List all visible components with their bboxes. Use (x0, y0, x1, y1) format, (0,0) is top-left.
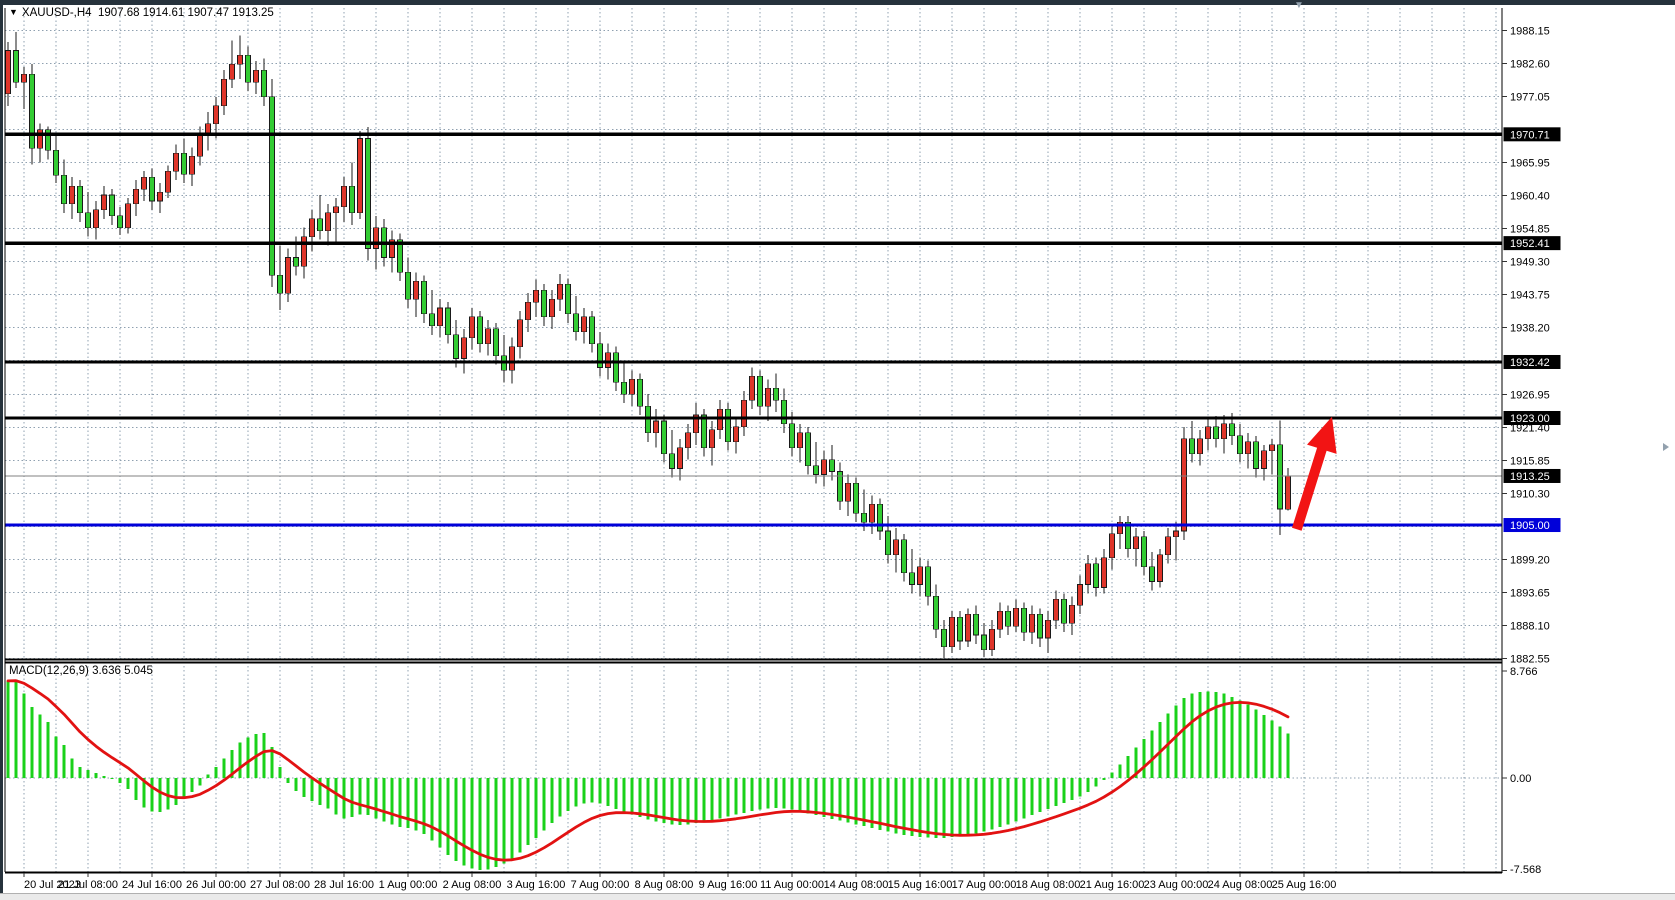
svg-text:1938.20: 1938.20 (1510, 323, 1550, 335)
svg-text:1899.20: 1899.20 (1510, 555, 1550, 567)
scroll-to-end-icon[interactable]: ▼ (1294, 0, 1304, 11)
macd-name: MACD(12,26,9) (9, 665, 89, 677)
svg-text:1923.00: 1923.00 (1510, 413, 1550, 425)
svg-text:2 Aug 08:00: 2 Aug 08:00 (443, 879, 502, 891)
macd-signal-value: 5.045 (124, 665, 153, 677)
svg-text:1982.60: 1982.60 (1510, 59, 1550, 71)
svg-text:25 Aug 16:00: 25 Aug 16:00 (1272, 879, 1337, 891)
svg-text:21 Aug 16:00: 21 Aug 16:00 (1080, 879, 1145, 891)
svg-text:23 Aug 00:00: 23 Aug 00:00 (1144, 879, 1209, 891)
svg-text:1970.71: 1970.71 (1510, 129, 1550, 141)
bullish-arrow-annotation[interactable] (1292, 416, 1337, 531)
svg-text:20 Jul 2023: 20 Jul 2023 (24, 879, 81, 891)
chart-title: XAUUSD-,H4 1907.68 1914.61 1907.47 1913.… (21, 7, 274, 19)
svg-text:21 Jul 08:00: 21 Jul 08:00 (58, 879, 118, 891)
symbol-dropdown-icon[interactable]: ▼ (9, 7, 18, 17)
svg-text:26 Jul 00:00: 26 Jul 00:00 (186, 879, 246, 891)
svg-text:15 Aug 16:00: 15 Aug 16:00 (888, 879, 953, 891)
chart-title-bar: ▼ XAUUSD-,H4 1907.68 1914.61 1907.47 1913… (9, 7, 274, 19)
macd-signal-line (6, 679, 1290, 862)
svg-text:1882.55: 1882.55 (1510, 654, 1550, 666)
svg-text:8 Aug 08:00: 8 Aug 08:00 (635, 879, 694, 891)
panel-borders (4, 8, 1503, 874)
window-top-border (0, 0, 1675, 5)
svg-text:1893.65: 1893.65 (1510, 588, 1550, 600)
svg-text:11 Aug 00:00: 11 Aug 00:00 (760, 879, 824, 891)
svg-text:9 Aug 16:00: 9 Aug 16:00 (699, 879, 758, 891)
candlestick-series (5, 32, 1291, 659)
window-bottom-strip (0, 893, 1675, 900)
svg-text:18 Aug 08:00: 18 Aug 08:00 (1016, 879, 1081, 891)
svg-text:1905.00: 1905.00 (1510, 520, 1550, 532)
macd-indicator-label: MACD(12,26,9) 3.636 5.045 (9, 665, 153, 677)
window-left-border (0, 0, 3, 893)
svg-text:1910.30: 1910.30 (1510, 489, 1550, 501)
svg-text:-7.568: -7.568 (1510, 864, 1541, 876)
svg-text:1949.30: 1949.30 (1510, 257, 1550, 269)
svg-text:24 Jul 16:00: 24 Jul 16:00 (122, 879, 182, 891)
svg-text:28 Jul 16:00: 28 Jul 16:00 (314, 879, 374, 891)
svg-text:1965.95: 1965.95 (1510, 158, 1550, 170)
macd-axis[interactable]: 8.766 0.00 -7.568 (1502, 666, 1541, 876)
macd-main-value: 3.636 (92, 665, 121, 677)
svg-text:3 Aug 16:00: 3 Aug 16:00 (507, 879, 566, 891)
svg-text:1977.05: 1977.05 (1510, 92, 1550, 104)
macd-histogram (6, 679, 1290, 871)
price-axis-marker-icon (1663, 443, 1669, 451)
svg-text:1952.41: 1952.41 (1510, 238, 1550, 250)
svg-text:1988.15: 1988.15 (1510, 26, 1550, 38)
svg-text:24 Aug 08:00: 24 Aug 08:00 (1208, 879, 1273, 891)
svg-text:27 Jul 08:00: 27 Jul 08:00 (250, 879, 310, 891)
svg-text:1 Aug 00:00: 1 Aug 00:00 (379, 879, 438, 891)
svg-text:1926.95: 1926.95 (1510, 390, 1550, 402)
svg-text:0.00: 0.00 (1510, 773, 1531, 785)
svg-text:1932.42: 1932.42 (1510, 357, 1550, 369)
svg-text:8.766: 8.766 (1510, 666, 1538, 678)
svg-text:1954.85: 1954.85 (1510, 224, 1550, 236)
svg-text:14 Aug 08:00: 14 Aug 08:00 (824, 879, 889, 891)
svg-text:1943.75: 1943.75 (1510, 290, 1550, 302)
svg-text:7 Aug 00:00: 7 Aug 00:00 (571, 879, 630, 891)
svg-text:17 Aug 00:00: 17 Aug 00:00 (952, 879, 1017, 891)
svg-text:1913.25: 1913.25 (1510, 471, 1550, 483)
price-axis[interactable]: 1988.15 1982.60 1977.05 1965.95 1960.40 1954.… (1502, 26, 1561, 666)
svg-text:1888.10: 1888.10 (1510, 621, 1550, 633)
grid-lines (5, 8, 1502, 872)
svg-text:1960.40: 1960.40 (1510, 191, 1550, 203)
svg-text:1921.40: 1921.40 (1510, 423, 1550, 435)
svg-text:1915.85: 1915.85 (1510, 456, 1550, 468)
